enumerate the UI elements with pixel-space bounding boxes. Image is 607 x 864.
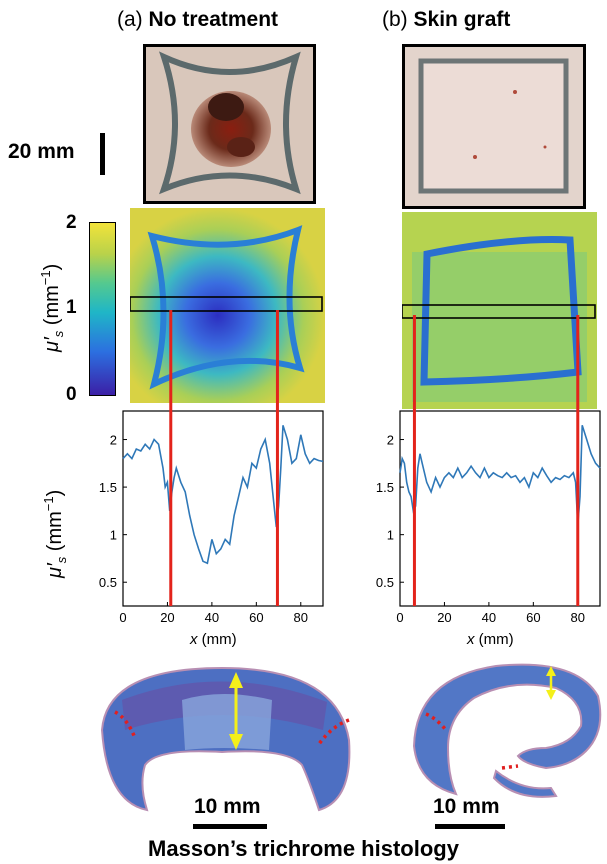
profile-chart-skin-graft: 0.511.520 20 40 60 80 — [376, 410, 601, 625]
x-tick-label-a-3: 60 — [249, 610, 263, 625]
x-tick-label-b-2: 40 — [482, 610, 496, 625]
y-tick-label-b-0: 0.5 — [376, 575, 394, 590]
profile-line-a — [122, 425, 324, 565]
panel-b-title: Skin graft — [413, 8, 511, 31]
chart-y-label: μ′s (mm−1) — [41, 459, 69, 609]
panel-b-header: (b) Skin graft — [382, 8, 510, 32]
x-tick-label-a-2: 40 — [205, 610, 219, 625]
y-tick-label-b-3: 2 — [387, 433, 394, 448]
y-tick-label-a-1: 1 — [110, 528, 117, 543]
profile-chart-no-treatment: 0.511.520 20 40 60 80 — [99, 410, 324, 625]
y-tick-label-a-2: 1.5 — [99, 480, 117, 495]
chart-y-label-mu: μ′ — [43, 563, 66, 578]
colorbar-label-sub: s — [50, 330, 66, 338]
chart-b-x-var: x — [467, 631, 475, 648]
colorbar-tick-2: 2 — [66, 212, 77, 233]
wound-photo-skin-graft — [402, 44, 586, 209]
chart-a-x-unit: (mm) — [201, 631, 237, 648]
plot-area-a — [122, 410, 324, 607]
colorbar-label-mu: μ′ — [40, 337, 63, 352]
chart-a-x-var: x — [190, 631, 198, 648]
y-tick-label-b-1: 1 — [387, 528, 394, 543]
photo-scale-label: 20 mm — [8, 140, 75, 163]
optical-map-no-treatment — [130, 208, 325, 403]
histology-scale-a-bar — [193, 824, 267, 829]
chart-a-x-label: x (mm) — [190, 631, 237, 648]
colorbar — [89, 222, 116, 396]
colorbar-label-close: ) — [40, 263, 63, 271]
panel-a-title: No treatment — [148, 8, 279, 31]
colorbar-tick-0: 0 — [66, 384, 77, 405]
plot-area-b — [399, 410, 601, 607]
wound-photo-no-treatment — [143, 44, 316, 204]
profile-line-b — [399, 425, 601, 526]
y-tick-label-a-3: 2 — [110, 433, 117, 448]
colorbar-label-unit: (mm — [40, 285, 63, 326]
colorbar-tick-1: 1 — [66, 297, 77, 318]
x-tick-label-b-4: 80 — [571, 610, 585, 625]
x-tick-label-a-0: 0 — [119, 610, 126, 625]
chart-y-label-exp: −1 — [41, 496, 57, 512]
panel-a-header: (a) No treatment — [117, 8, 278, 32]
x-tick-label-a-4: 80 — [294, 610, 308, 625]
chart-y-label-unit: (mm — [43, 511, 66, 552]
y-tick-label-b-2: 1.5 — [376, 480, 394, 495]
histology-scale-b-bar — [435, 824, 505, 829]
x-tick-label-b-3: 60 — [526, 610, 540, 625]
x-tick-label-b-0: 0 — [396, 610, 403, 625]
histology-no-treatment — [100, 666, 351, 812]
chart-b-x-label: x (mm) — [467, 631, 514, 648]
panel-a-tag: (a) — [117, 8, 143, 31]
optical-map-skin-graft — [402, 212, 597, 409]
histology-caption: Masson’s trichrome histology — [148, 836, 459, 861]
x-tick-label-a-1: 20 — [160, 610, 174, 625]
colorbar-label: μ′s (mm−1) — [38, 238, 66, 378]
chart-b-x-unit: (mm) — [478, 631, 514, 648]
chart-y-label-sub: s — [53, 556, 69, 564]
photo-scale-bar — [100, 133, 105, 175]
y-tick-label-a-0: 0.5 — [99, 575, 117, 590]
histology-skin-graft — [412, 663, 602, 798]
x-tick-label-b-1: 20 — [437, 610, 451, 625]
histology-scale-b-label: 10 mm — [433, 795, 500, 818]
panel-b-tag: (b) — [382, 8, 408, 31]
histology-scale-a-label: 10 mm — [194, 795, 261, 818]
chart-y-label-close: ) — [43, 489, 66, 497]
colorbar-label-exp: −1 — [38, 270, 54, 286]
